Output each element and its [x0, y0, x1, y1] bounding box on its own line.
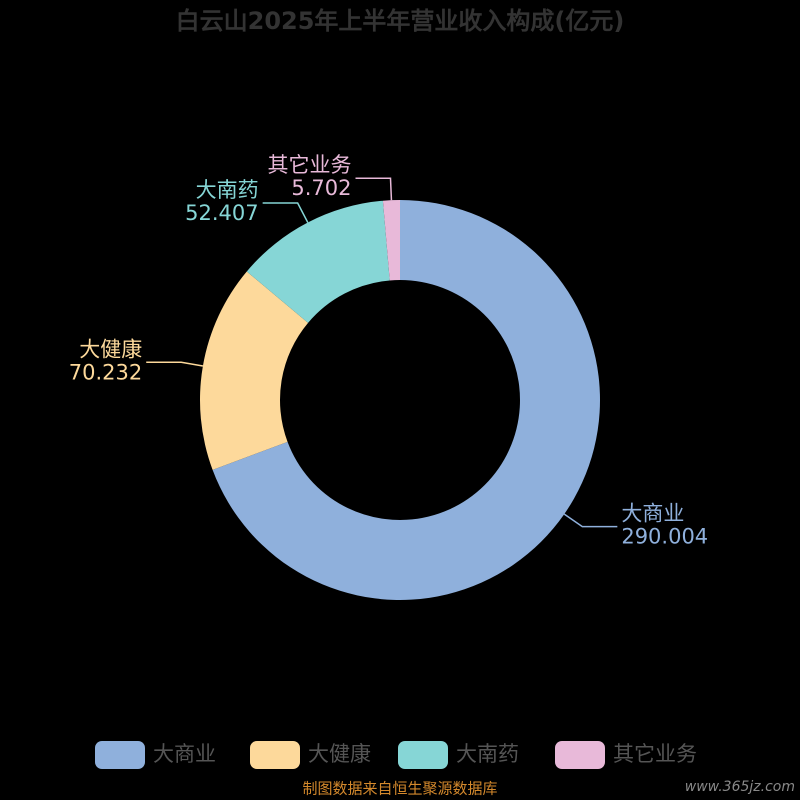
legend-swatch [398, 741, 448, 769]
legend-swatch [555, 741, 605, 769]
legend-label: 大南药 [456, 742, 519, 766]
leader-line [355, 177, 393, 201]
slice-label: 大健康 [79, 337, 142, 361]
legend-label: 其它业务 [613, 742, 697, 766]
legend-swatch [95, 741, 145, 769]
leader-line [262, 202, 309, 223]
slice-label: 其它业务 [267, 153, 351, 177]
legend-label: 大健康 [308, 742, 371, 766]
value-label: 70.232 [69, 360, 142, 384]
leader-line [146, 361, 204, 367]
value-label: 290.004 [621, 525, 708, 549]
slice-label: 大商业 [621, 502, 684, 526]
donut-slice [212, 200, 600, 600]
leader-line [563, 513, 618, 528]
source-note: 制图数据来自恒生聚源数据库 [302, 780, 497, 798]
legend-swatch [250, 741, 300, 769]
donut-slice [200, 271, 309, 470]
donut-slice [246, 200, 390, 323]
watermark: www.365jz.com [685, 779, 795, 795]
legend-label: 大商业 [153, 742, 216, 766]
value-label: 5.702 [291, 176, 351, 200]
value-label: 52.407 [185, 201, 258, 225]
donut-slice [382, 200, 400, 281]
chart-title: 白云山2025年上半年营业收入构成(亿元) [176, 7, 625, 35]
slice-label: 大南药 [196, 178, 259, 202]
